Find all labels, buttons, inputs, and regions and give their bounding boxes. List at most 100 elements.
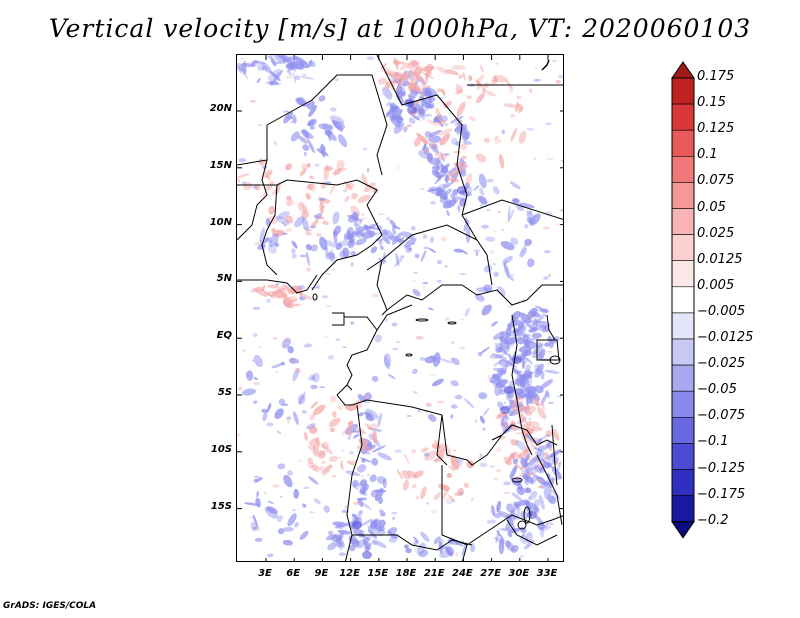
velocity-patch	[532, 317, 543, 325]
country-border	[436, 414, 448, 466]
velocity-patch	[453, 165, 461, 177]
velocity-patch	[412, 279, 416, 282]
velocity-patch	[524, 238, 532, 246]
velocity-patch	[426, 85, 431, 89]
velocity-patch	[308, 175, 315, 180]
velocity-patch	[394, 255, 405, 268]
colorbar-segment	[671, 286, 695, 314]
velocity-patch	[560, 209, 563, 212]
velocity-patch	[559, 159, 563, 163]
velocity-patch	[255, 497, 261, 508]
lake-outline	[511, 477, 523, 483]
velocity-patch	[516, 486, 525, 496]
velocity-patch	[301, 210, 310, 220]
velocity-patch	[489, 354, 503, 359]
colorbar-label: −0.125	[697, 460, 746, 476]
velocity-patch	[540, 400, 545, 411]
velocity-patch	[466, 95, 472, 99]
velocity-patch	[379, 509, 386, 516]
lat-tick-label: 10S	[210, 443, 232, 455]
velocity-patch	[421, 103, 435, 108]
velocity-patch	[342, 247, 350, 258]
velocity-patch	[530, 472, 544, 481]
velocity-patch	[266, 402, 272, 413]
velocity-patch	[542, 461, 552, 469]
velocity-patch	[481, 82, 490, 90]
lat-tick-label: 15S	[210, 500, 232, 512]
velocity-patch	[503, 263, 510, 278]
velocity-patch	[420, 249, 427, 263]
velocity-patch	[306, 183, 314, 190]
velocity-patch	[421, 113, 433, 117]
velocity-patch	[300, 60, 310, 69]
velocity-patch	[310, 244, 319, 252]
velocity-patch	[435, 151, 447, 160]
velocity-patch	[548, 495, 557, 505]
velocity-patch	[303, 431, 309, 442]
velocity-patch	[482, 88, 486, 93]
velocity-patch	[484, 137, 490, 144]
velocity-patch	[307, 120, 315, 127]
velocity-patch	[321, 464, 333, 474]
velocity-patch	[299, 530, 309, 540]
velocity-patch	[543, 481, 550, 487]
velocity-patch	[299, 296, 306, 301]
velocity-patch	[480, 560, 485, 561]
velocity-patch	[425, 402, 432, 407]
velocity-patch	[515, 431, 522, 435]
velocity-patch	[378, 519, 386, 527]
velocity-patch	[301, 201, 305, 213]
colorbar-segment	[671, 129, 695, 157]
velocity-patch	[297, 135, 308, 144]
velocity-patch	[497, 401, 504, 409]
velocity-patch	[422, 234, 428, 239]
velocity-patch	[309, 175, 314, 180]
velocity-patch	[345, 403, 358, 411]
velocity-patch	[469, 561, 471, 562]
velocity-patch	[266, 506, 278, 514]
velocity-patch	[337, 529, 351, 535]
velocity-patch	[339, 532, 344, 539]
velocity-patch	[486, 519, 497, 524]
velocity-patch	[297, 394, 306, 405]
velocity-patch	[261, 408, 268, 414]
velocity-core	[500, 406, 510, 414]
velocity-patch	[502, 255, 513, 265]
velocity-patch	[237, 63, 245, 72]
velocity-patch	[277, 463, 286, 470]
velocity-patch	[479, 187, 485, 196]
velocity-patch	[509, 438, 520, 446]
velocity-patch	[542, 226, 551, 230]
velocity-patch	[287, 345, 294, 354]
velocity-patch	[479, 64, 484, 73]
velocity-patch	[369, 474, 377, 483]
velocity-patch	[322, 220, 329, 226]
velocity-patch	[477, 195, 488, 205]
velocity-patch	[252, 526, 258, 530]
velocity-patch	[427, 307, 434, 311]
velocity-patch	[456, 101, 466, 117]
velocity-patch	[305, 423, 316, 430]
velocity-patch	[280, 361, 285, 366]
velocity-patch	[280, 55, 286, 58]
velocity-patch	[345, 185, 350, 188]
colorbar-frame	[671, 77, 695, 523]
velocity-patch	[378, 239, 383, 246]
velocity-patch	[363, 147, 368, 151]
velocity-patch	[479, 415, 485, 424]
velocity-patch	[262, 237, 270, 244]
velocity-patch	[533, 157, 536, 160]
velocity-patch	[297, 285, 305, 290]
velocity-patch	[412, 484, 417, 489]
velocity-patch	[454, 394, 463, 400]
velocity-patch	[473, 249, 481, 253]
velocity-patch	[275, 371, 279, 374]
velocity-patch	[493, 512, 502, 519]
velocity-patch	[478, 392, 488, 400]
velocity-patch	[535, 368, 541, 372]
velocity-patch	[257, 123, 263, 127]
velocity-patch	[403, 237, 417, 248]
velocity-patch	[479, 453, 483, 458]
velocity-patch	[335, 535, 345, 548]
velocity-patch	[366, 56, 375, 61]
